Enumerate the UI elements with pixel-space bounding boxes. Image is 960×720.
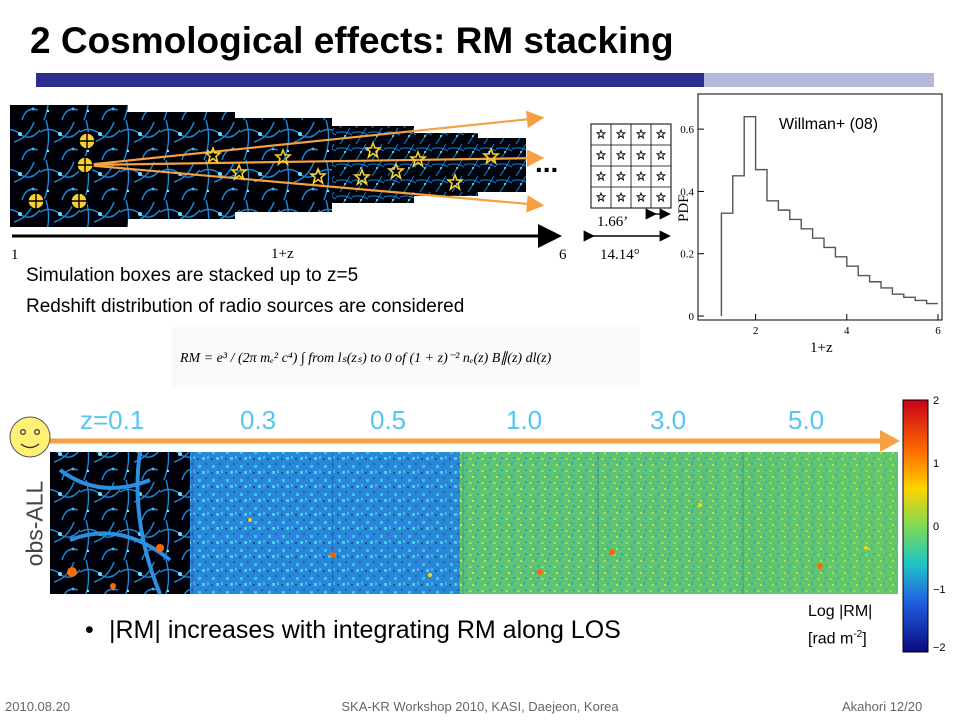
chart-ytick-label: 0 — [689, 311, 695, 323]
z-label: z=0.1 — [80, 405, 145, 435]
footer-event: SKA-KR Workshop 2010, KASI, Daejeon, Kor… — [341, 699, 619, 714]
title-rule — [36, 73, 704, 87]
los-arrows — [84, 110, 545, 213]
field-size-label: 14.14° — [600, 247, 640, 263]
chart-xtick-label: 6 — [935, 325, 941, 337]
simulation-box — [414, 133, 478, 196]
colorbar-tick-label: 0 — [933, 521, 939, 533]
chart-xlabel: 1+z — [810, 340, 833, 356]
colorbar-label-line1: Log |RM| — [808, 603, 873, 620]
chart-ytick-label: 0.4 — [680, 186, 694, 198]
z-label: 1.0 — [506, 405, 543, 435]
colorbar-unit: [rad m — [808, 630, 854, 648]
note-redshift: Redshift distribution of radio sources a… — [26, 296, 465, 317]
stack-ellipsis: ... — [535, 147, 558, 178]
rm-stack-panel — [50, 451, 898, 595]
colorbar-tick-label: −2 — [933, 642, 946, 654]
colorbar-tick-label: 1 — [933, 458, 939, 470]
chart-ytick-label: 0.6 — [680, 124, 694, 136]
colorbar-unit-close: ] — [862, 630, 867, 648]
chart-ytick-label: 0.2 — [680, 249, 694, 261]
note-simulation: Simulation boxes are stacked up to z=5 — [26, 265, 359, 286]
redshift-arrowhead — [880, 430, 900, 452]
z-label: 3.0 — [650, 405, 687, 435]
simulation-box — [127, 112, 235, 219]
chart-annotation: Willman+ (08) — [779, 116, 878, 133]
z-label: 0.5 — [370, 405, 407, 435]
equation-text: RM = e³ / (2π mₑ² c⁴) ∫ from lₛ(zₛ) to 0… — [179, 351, 552, 366]
colorbar-unit-exponent: -2 — [853, 629, 863, 640]
z-label: 5.0 — [788, 405, 825, 435]
z-label: 0.3 — [240, 405, 277, 435]
rm-equation: RM = e³ / (2π mₑ² c⁴) ∫ from lₛ(zₛ) to 0… — [172, 327, 640, 387]
cell-size-label: 1.66’ — [597, 214, 628, 230]
axis-start-label: 1 — [11, 247, 19, 263]
footer-page: Akahori 12/20 — [842, 699, 923, 714]
axis-end-label: 6 — [559, 247, 567, 263]
bullet-dot: • — [85, 616, 94, 644]
axis-center-label: 1+z — [271, 246, 294, 262]
simulation-box — [234, 118, 332, 212]
bullet-text: |RM| increases with integrating RM along… — [109, 616, 621, 644]
bullet-item: • |RM| increases with integrating RM alon… — [85, 616, 621, 645]
colorbar-label-line2: [rad m-2] — [808, 629, 867, 648]
simulation-box — [10, 105, 128, 227]
observer-smiley-icon — [9, 416, 51, 458]
pdf-chart: 0 0.2 0.4 0.6 2 4 6 Willman+ (08) PDF 1+z — [676, 93, 943, 356]
simulation-box — [476, 138, 526, 192]
pdf-step-line — [720, 115, 938, 316]
chart-xtick-label: 4 — [844, 325, 850, 337]
colorbar-tick-label: −1 — [933, 584, 946, 596]
footer-date: 2010.08.20 — [5, 699, 71, 714]
chart-xtick-label: 2 — [753, 325, 759, 337]
row-label: obs-ALL — [21, 480, 48, 567]
colorbar-tick-label: 2 — [933, 395, 939, 407]
rm-colorbar: 2 1 0 −1 −2 — [902, 395, 946, 654]
source-grid: 1.66’ 14.14° — [583, 123, 672, 263]
chart-ylabel: PDF — [676, 194, 692, 222]
title-rule-accent — [704, 73, 934, 87]
slide-title: 2 Cosmological effects: RM stacking — [30, 20, 674, 61]
chart-frame — [697, 93, 943, 321]
